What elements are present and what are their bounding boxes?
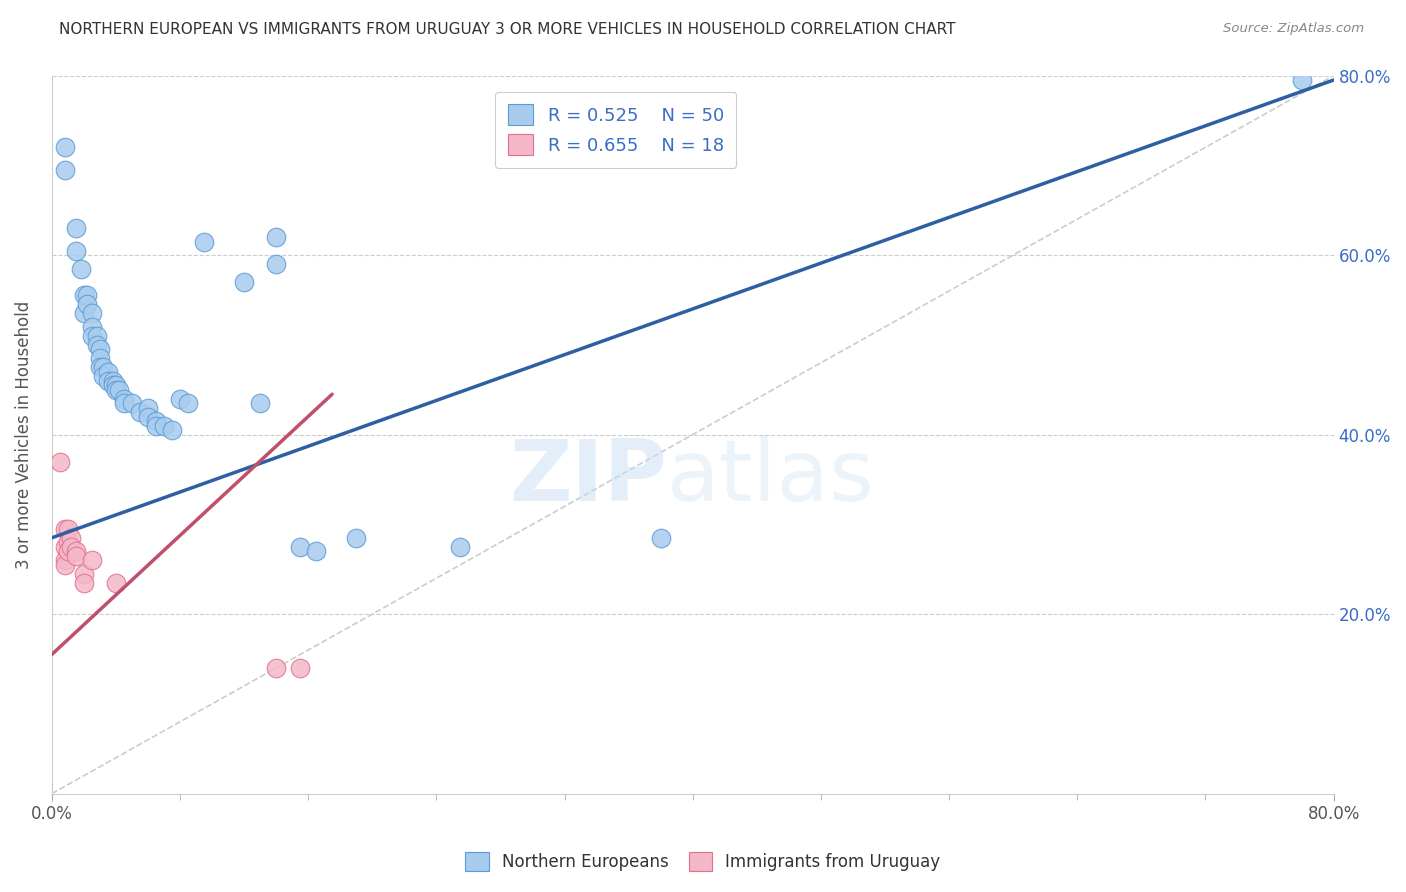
Point xyxy=(121,396,143,410)
Point xyxy=(86,338,108,352)
Y-axis label: 3 or more Vehicles in Household: 3 or more Vehicles in Household xyxy=(15,301,32,569)
Point xyxy=(73,288,96,302)
Point xyxy=(193,235,215,249)
Point xyxy=(65,244,87,258)
Point xyxy=(288,540,311,554)
Point xyxy=(80,329,103,343)
Point xyxy=(104,575,127,590)
Point xyxy=(89,351,111,366)
Point xyxy=(49,454,72,468)
Point xyxy=(128,405,150,419)
Point xyxy=(101,378,124,392)
Point xyxy=(288,661,311,675)
Point xyxy=(305,544,328,558)
Point xyxy=(53,553,76,567)
Point xyxy=(153,418,176,433)
Point xyxy=(59,531,82,545)
Point xyxy=(53,558,76,572)
Point xyxy=(80,319,103,334)
Point xyxy=(69,261,91,276)
Point xyxy=(91,369,114,384)
Point xyxy=(112,392,135,406)
Point xyxy=(650,531,672,545)
Point xyxy=(1083,51,1105,65)
Point xyxy=(108,383,131,397)
Point xyxy=(1291,73,1313,87)
Text: Source: ZipAtlas.com: Source: ZipAtlas.com xyxy=(1223,22,1364,36)
Point xyxy=(65,221,87,235)
Point xyxy=(56,535,79,549)
Point xyxy=(264,230,287,244)
Point xyxy=(264,257,287,271)
Point xyxy=(91,360,114,375)
Point xyxy=(59,540,82,554)
Point xyxy=(169,392,191,406)
Point xyxy=(80,306,103,320)
Point xyxy=(104,383,127,397)
Point xyxy=(89,360,111,375)
Point xyxy=(89,343,111,357)
Point xyxy=(73,566,96,581)
Point xyxy=(136,401,159,415)
Point xyxy=(264,661,287,675)
Text: ZIP: ZIP xyxy=(509,436,666,519)
Legend: R = 0.525    N = 50, R = 0.655    N = 18: R = 0.525 N = 50, R = 0.655 N = 18 xyxy=(495,92,737,168)
Point xyxy=(56,522,79,536)
Point xyxy=(112,396,135,410)
Point xyxy=(104,378,127,392)
Point xyxy=(73,306,96,320)
Point xyxy=(76,297,98,311)
Point xyxy=(344,531,367,545)
Point xyxy=(53,140,76,154)
Point xyxy=(249,396,271,410)
Text: atlas: atlas xyxy=(666,436,875,519)
Point xyxy=(80,553,103,567)
Legend: Northern Europeans, Immigrants from Uruguay: Northern Europeans, Immigrants from Urug… xyxy=(457,843,949,880)
Point xyxy=(177,396,200,410)
Point xyxy=(53,162,76,177)
Point xyxy=(65,549,87,563)
Point xyxy=(136,409,159,424)
Point xyxy=(97,365,120,379)
Point xyxy=(53,540,76,554)
Point xyxy=(56,544,79,558)
Point xyxy=(233,275,256,289)
Point xyxy=(73,575,96,590)
Point xyxy=(101,374,124,388)
Text: NORTHERN EUROPEAN VS IMMIGRANTS FROM URUGUAY 3 OR MORE VEHICLES IN HOUSEHOLD COR: NORTHERN EUROPEAN VS IMMIGRANTS FROM URU… xyxy=(59,22,956,37)
Point xyxy=(86,329,108,343)
Point xyxy=(145,418,167,433)
Point xyxy=(97,374,120,388)
Point xyxy=(145,414,167,428)
Point xyxy=(449,540,471,554)
Point xyxy=(65,544,87,558)
Point xyxy=(160,423,183,437)
Point xyxy=(76,288,98,302)
Point xyxy=(53,522,76,536)
